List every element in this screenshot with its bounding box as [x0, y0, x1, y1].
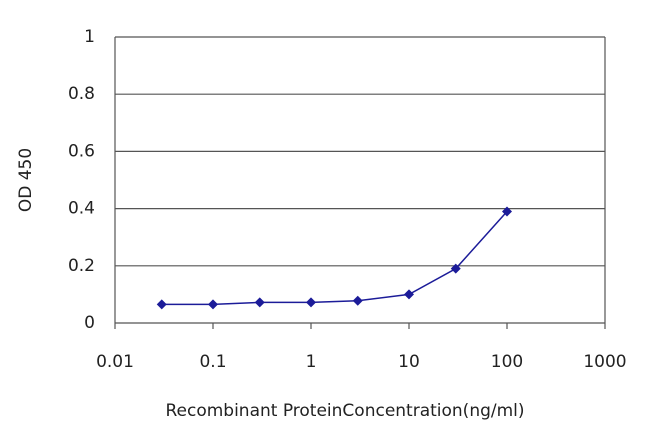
y-axis-title: OD 450 [16, 148, 36, 212]
y-tick-label: 1 [84, 27, 95, 47]
data-point [502, 206, 512, 217]
data-point [156, 299, 167, 310]
data-point [306, 297, 316, 308]
x-tick-label: 1000 [583, 352, 626, 372]
series-line [161, 210, 508, 306]
data-point [404, 289, 414, 300]
data-point [450, 263, 461, 274]
data-point [208, 299, 218, 310]
x-tick-label: 0.1 [199, 352, 226, 372]
x-tick-label: 0.01 [96, 352, 134, 372]
y-tick-label: 0.6 [68, 141, 95, 161]
x-tick-label: 100 [491, 352, 523, 372]
y-tick-label: 0.4 [68, 199, 95, 219]
x-tick-label: 10 [398, 352, 420, 372]
x-axis-title: Recombinant ProteinConcentration(ng/ml) [165, 401, 524, 421]
data-point [352, 295, 363, 306]
x-tick-label: 1 [306, 352, 317, 372]
y-tick-label: 0 [84, 313, 95, 333]
y-tick-label: 0.2 [68, 256, 95, 276]
data-point [254, 297, 265, 308]
y-tick-label: 0.8 [68, 84, 95, 104]
